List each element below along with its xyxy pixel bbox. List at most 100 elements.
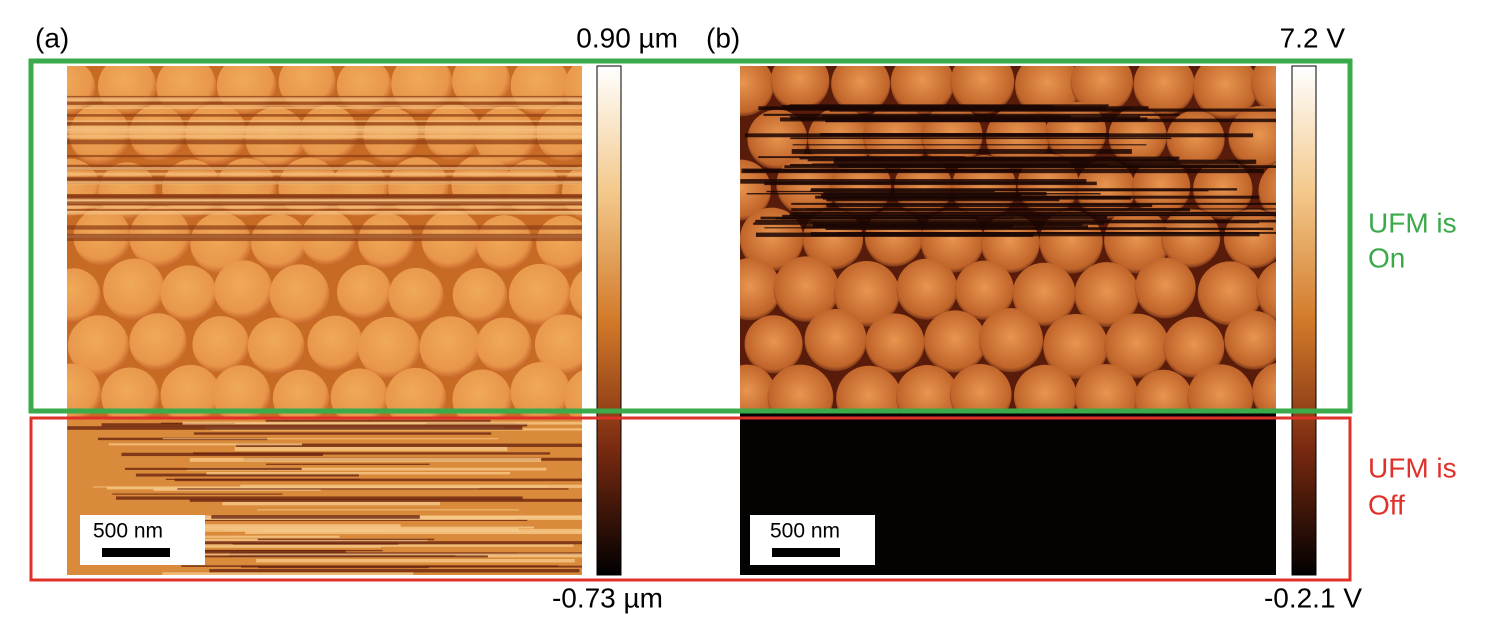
scan-streak bbox=[829, 108, 1276, 112]
particle bbox=[890, 66, 954, 115]
scan-streak bbox=[833, 159, 1257, 164]
particle bbox=[476, 215, 533, 271]
particle bbox=[569, 270, 582, 318]
scan-streak bbox=[189, 498, 582, 502]
particle bbox=[67, 268, 101, 323]
particle bbox=[1074, 262, 1140, 327]
scan-streak bbox=[181, 565, 559, 567]
scale-line bbox=[772, 548, 840, 557]
scan-streak bbox=[67, 120, 582, 122]
particle bbox=[773, 256, 839, 322]
annotation: UFM is bbox=[1368, 452, 1457, 483]
particle bbox=[1197, 261, 1262, 326]
particle bbox=[269, 264, 330, 324]
scan-streak bbox=[791, 202, 1276, 205]
scan-streak bbox=[256, 558, 575, 563]
particle bbox=[508, 263, 571, 326]
particle bbox=[804, 308, 867, 372]
scan-streak bbox=[67, 225, 582, 230]
particle bbox=[954, 260, 1015, 320]
annotation: On bbox=[1368, 242, 1405, 273]
scan-streak bbox=[193, 452, 551, 455]
particle bbox=[865, 313, 925, 373]
scan-streak bbox=[826, 198, 1060, 202]
min-label: -0.2.1 V bbox=[1264, 582, 1362, 613]
scale-label: 500 nm bbox=[93, 520, 163, 543]
particle bbox=[950, 66, 1015, 114]
off-box bbox=[29, 416, 1352, 582]
scan-streak bbox=[87, 544, 574, 547]
scan-streak bbox=[789, 104, 1109, 107]
particle bbox=[1256, 261, 1276, 321]
scan-streak bbox=[121, 452, 323, 457]
scan-streak bbox=[67, 179, 582, 182]
scan-streak bbox=[67, 114, 582, 117]
scan-streak bbox=[789, 163, 1108, 167]
scan-streak bbox=[206, 471, 511, 475]
particle bbox=[1224, 310, 1276, 370]
scan-streak bbox=[162, 438, 499, 440]
scan-streak bbox=[115, 496, 523, 500]
scan-streak bbox=[177, 488, 569, 490]
panel-label: (b) bbox=[706, 22, 740, 53]
scan-streak bbox=[825, 227, 1274, 231]
particle bbox=[510, 362, 571, 423]
scan-streak bbox=[807, 158, 1178, 162]
scan-streak bbox=[67, 167, 582, 171]
on-box bbox=[28, 58, 1353, 414]
particle bbox=[1228, 106, 1276, 169]
scan-streak bbox=[67, 198, 582, 204]
scan-streak bbox=[758, 106, 1149, 111]
particle bbox=[160, 364, 221, 425]
particle bbox=[337, 264, 392, 320]
scan-streak bbox=[92, 486, 547, 488]
scan-streak bbox=[124, 467, 302, 470]
particle bbox=[67, 363, 102, 423]
particle bbox=[1043, 314, 1109, 379]
scan-streak bbox=[760, 216, 980, 220]
particle bbox=[67, 315, 130, 377]
annotation: UFM is bbox=[1368, 207, 1457, 238]
particle bbox=[740, 66, 774, 117]
particle bbox=[1223, 208, 1276, 269]
scan-streak bbox=[67, 201, 582, 205]
particle bbox=[192, 316, 250, 373]
min-label: -0.73 µm bbox=[552, 582, 663, 613]
scan-streak bbox=[130, 538, 428, 543]
particle bbox=[250, 213, 308, 271]
particle bbox=[1163, 316, 1225, 378]
scan-streak bbox=[755, 219, 1276, 223]
colorbar bbox=[596, 65, 622, 576]
particle bbox=[744, 315, 803, 374]
scan-streak bbox=[67, 106, 582, 109]
particle bbox=[1193, 66, 1258, 120]
scan-streak bbox=[67, 205, 582, 209]
scan-streak bbox=[106, 486, 479, 490]
scan-streak bbox=[263, 528, 582, 532]
particle bbox=[212, 365, 271, 424]
particle bbox=[978, 308, 1044, 373]
scan-streak bbox=[67, 139, 582, 145]
particle bbox=[103, 258, 165, 321]
scan-streak bbox=[108, 443, 302, 446]
scan-streak bbox=[234, 446, 508, 451]
particle bbox=[247, 317, 305, 375]
scan-streak bbox=[822, 115, 1071, 121]
annotation: Off bbox=[1368, 489, 1405, 520]
scan-streak bbox=[67, 238, 582, 242]
particle bbox=[160, 265, 217, 322]
particle bbox=[419, 316, 481, 378]
scan-streak bbox=[810, 232, 1260, 237]
scan-streak bbox=[792, 144, 1147, 146]
particle bbox=[1133, 66, 1195, 116]
scale-bar: 500 nm bbox=[750, 515, 875, 565]
particle bbox=[807, 107, 872, 172]
scan-streak bbox=[811, 188, 1238, 191]
scan-streak bbox=[763, 113, 1180, 116]
scan-streak bbox=[813, 224, 1014, 228]
particle bbox=[923, 310, 987, 373]
particle bbox=[452, 369, 512, 430]
scan-streak bbox=[812, 163, 1180, 165]
scan-streak bbox=[837, 232, 1276, 234]
